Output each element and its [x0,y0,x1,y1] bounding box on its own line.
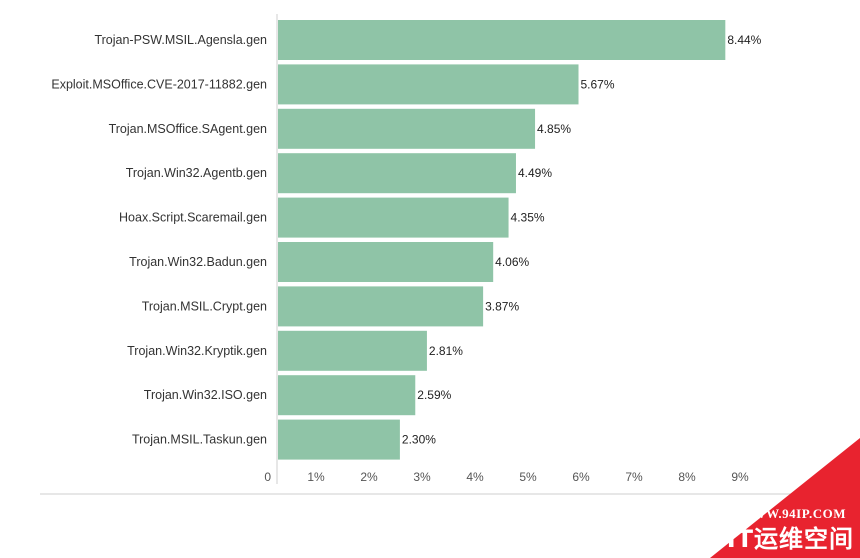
category-label-6: Trojan.Win32.Badun.gen [129,255,267,269]
x-tick-label-1: 1% [307,470,325,484]
x-tick-label-5: 5% [519,470,537,484]
x-tick-label-2: 2% [360,470,378,484]
category-label-7: Trojan.MSIL.Crypt.gen [142,299,267,313]
watermark-triangle [710,438,860,558]
value-label-6: 4.06% [495,255,529,269]
bar-8 [278,330,427,371]
bar-5 [278,197,509,238]
x-tick-label-4: 4% [466,470,484,484]
bar-4 [278,153,516,194]
x-tick-label-6: 6% [572,470,590,484]
bar-6 [278,242,494,282]
bar-2 [278,64,579,105]
value-label-9: 2.59% [417,388,451,402]
value-label-4: 4.49% [518,166,552,180]
value-label-5: 4.35% [511,211,545,225]
value-label-7: 3.87% [485,299,519,313]
category-label-1: Trojan-PSW.MSIL.Agensla.gen [94,33,267,47]
category-label-2: Exploit.MSOffice.CVE-2017-11882.gen [51,77,267,91]
x-tick-label-0: 0 [264,470,271,484]
x-tick-label-3: 3% [413,470,431,484]
value-label-10: 2.30% [402,433,436,447]
bar-7 [278,286,484,327]
bar-1 [278,20,726,60]
category-label-8: Trojan.Win32.Kryptik.gen [127,344,267,358]
watermark-brand: IT运维空间 [726,525,854,553]
value-label-8: 2.81% [429,344,463,358]
bar-9 [278,375,416,416]
watermark: WWW.94IP.COM IT运维空间 [710,438,860,558]
watermark-url: WWW.94IP.COM [739,506,846,521]
category-label-9: Trojan.Win32.ISO.gen [144,388,267,402]
x-tick-label-7: 7% [625,470,643,484]
x-tick-label-8: 8% [678,470,696,484]
value-label-3: 4.85% [537,122,571,136]
category-label-3: Trojan.MSOffice.SAgent.gen [109,122,267,136]
value-label-1: 8.44% [727,33,761,47]
category-label-10: Trojan.MSIL.Taskun.gen [132,433,267,447]
category-label-4: Trojan.Win32.Agentb.gen [126,166,267,180]
category-label-5: Hoax.Script.Scaremail.gen [119,211,267,225]
bar-10 [278,419,400,460]
bar-3 [278,108,536,149]
value-label-2: 5.67% [581,77,615,91]
